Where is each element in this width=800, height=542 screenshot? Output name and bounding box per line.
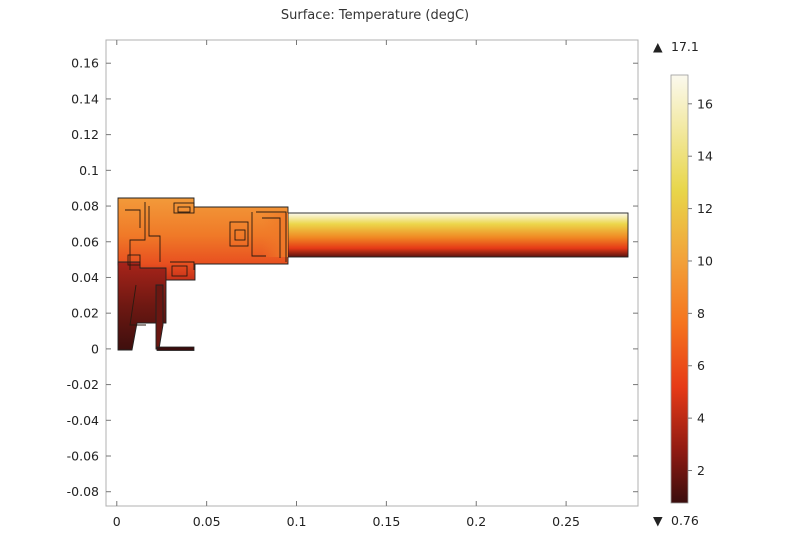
housing-pipe-blend: [262, 213, 288, 257]
colorbar-tick-label: 12: [697, 201, 713, 216]
colorbar-max-label: 17.1: [671, 39, 699, 54]
outlet-pipe: [283, 212, 629, 258]
colorbar-tick-label: 10: [697, 253, 713, 268]
y-tick-label: -0.04: [67, 413, 99, 428]
colorbar-max-marker: ▲: [653, 39, 663, 54]
colorbar-min-marker: ▼: [653, 513, 663, 528]
colorbar-tick-label: 2: [697, 463, 705, 478]
x-tick-label: 0.1: [287, 514, 307, 529]
y-tick-label: -0.06: [67, 449, 99, 464]
x-tick-label: 0.2: [466, 514, 486, 529]
y-tick-label: 0.08: [71, 199, 99, 214]
geometry-heat-field: [117, 197, 629, 351]
x-tick-label: 0.25: [552, 514, 580, 529]
x-tick-label: 0: [113, 514, 121, 529]
colorbar-ticks: 16 14 12 10 8 6 4 2: [688, 96, 713, 478]
colorbar-tick-label: 16: [697, 96, 713, 111]
colorbar-tick-label: 4: [697, 411, 705, 426]
foot: [156, 346, 195, 351]
plot-title: Surface: Temperature (degC): [280, 8, 470, 23]
y-axis: 0.16 0.14 0.12 0.1 0.08 0.06 0.04 0.02 0 -0.02 -0.…: [67, 56, 638, 499]
internal-channels: [125, 202, 287, 326]
y-tick-label: 0.06: [71, 234, 99, 249]
colorbar-tick-label: 6: [697, 358, 705, 373]
y-tick-label: 0.1: [79, 163, 99, 178]
y-tick-label: -0.08: [67, 484, 99, 499]
x-axis: 0 0.05 0.1 0.15 0.2 0.25: [113, 40, 580, 529]
colorbar-tick-label: 8: [697, 306, 705, 321]
colorbar: [670, 74, 689, 504]
y-tick-label: 0.12: [71, 127, 99, 142]
colorbar-min-label: 0.76: [671, 513, 699, 528]
y-tick-label: 0.04: [71, 270, 99, 285]
y-tick-label: -0.02: [67, 377, 99, 392]
y-tick-label: 0.14: [71, 91, 99, 106]
x-tick-label: 0.05: [193, 514, 221, 529]
x-tick-label: 0.15: [372, 514, 400, 529]
colorbar-tick-label: 14: [697, 149, 713, 164]
y-tick-label: 0.02: [71, 306, 99, 321]
y-tick-label: 0: [91, 341, 99, 356]
slanted-leg: [155, 284, 164, 350]
y-tick-label: 0.16: [71, 56, 99, 71]
